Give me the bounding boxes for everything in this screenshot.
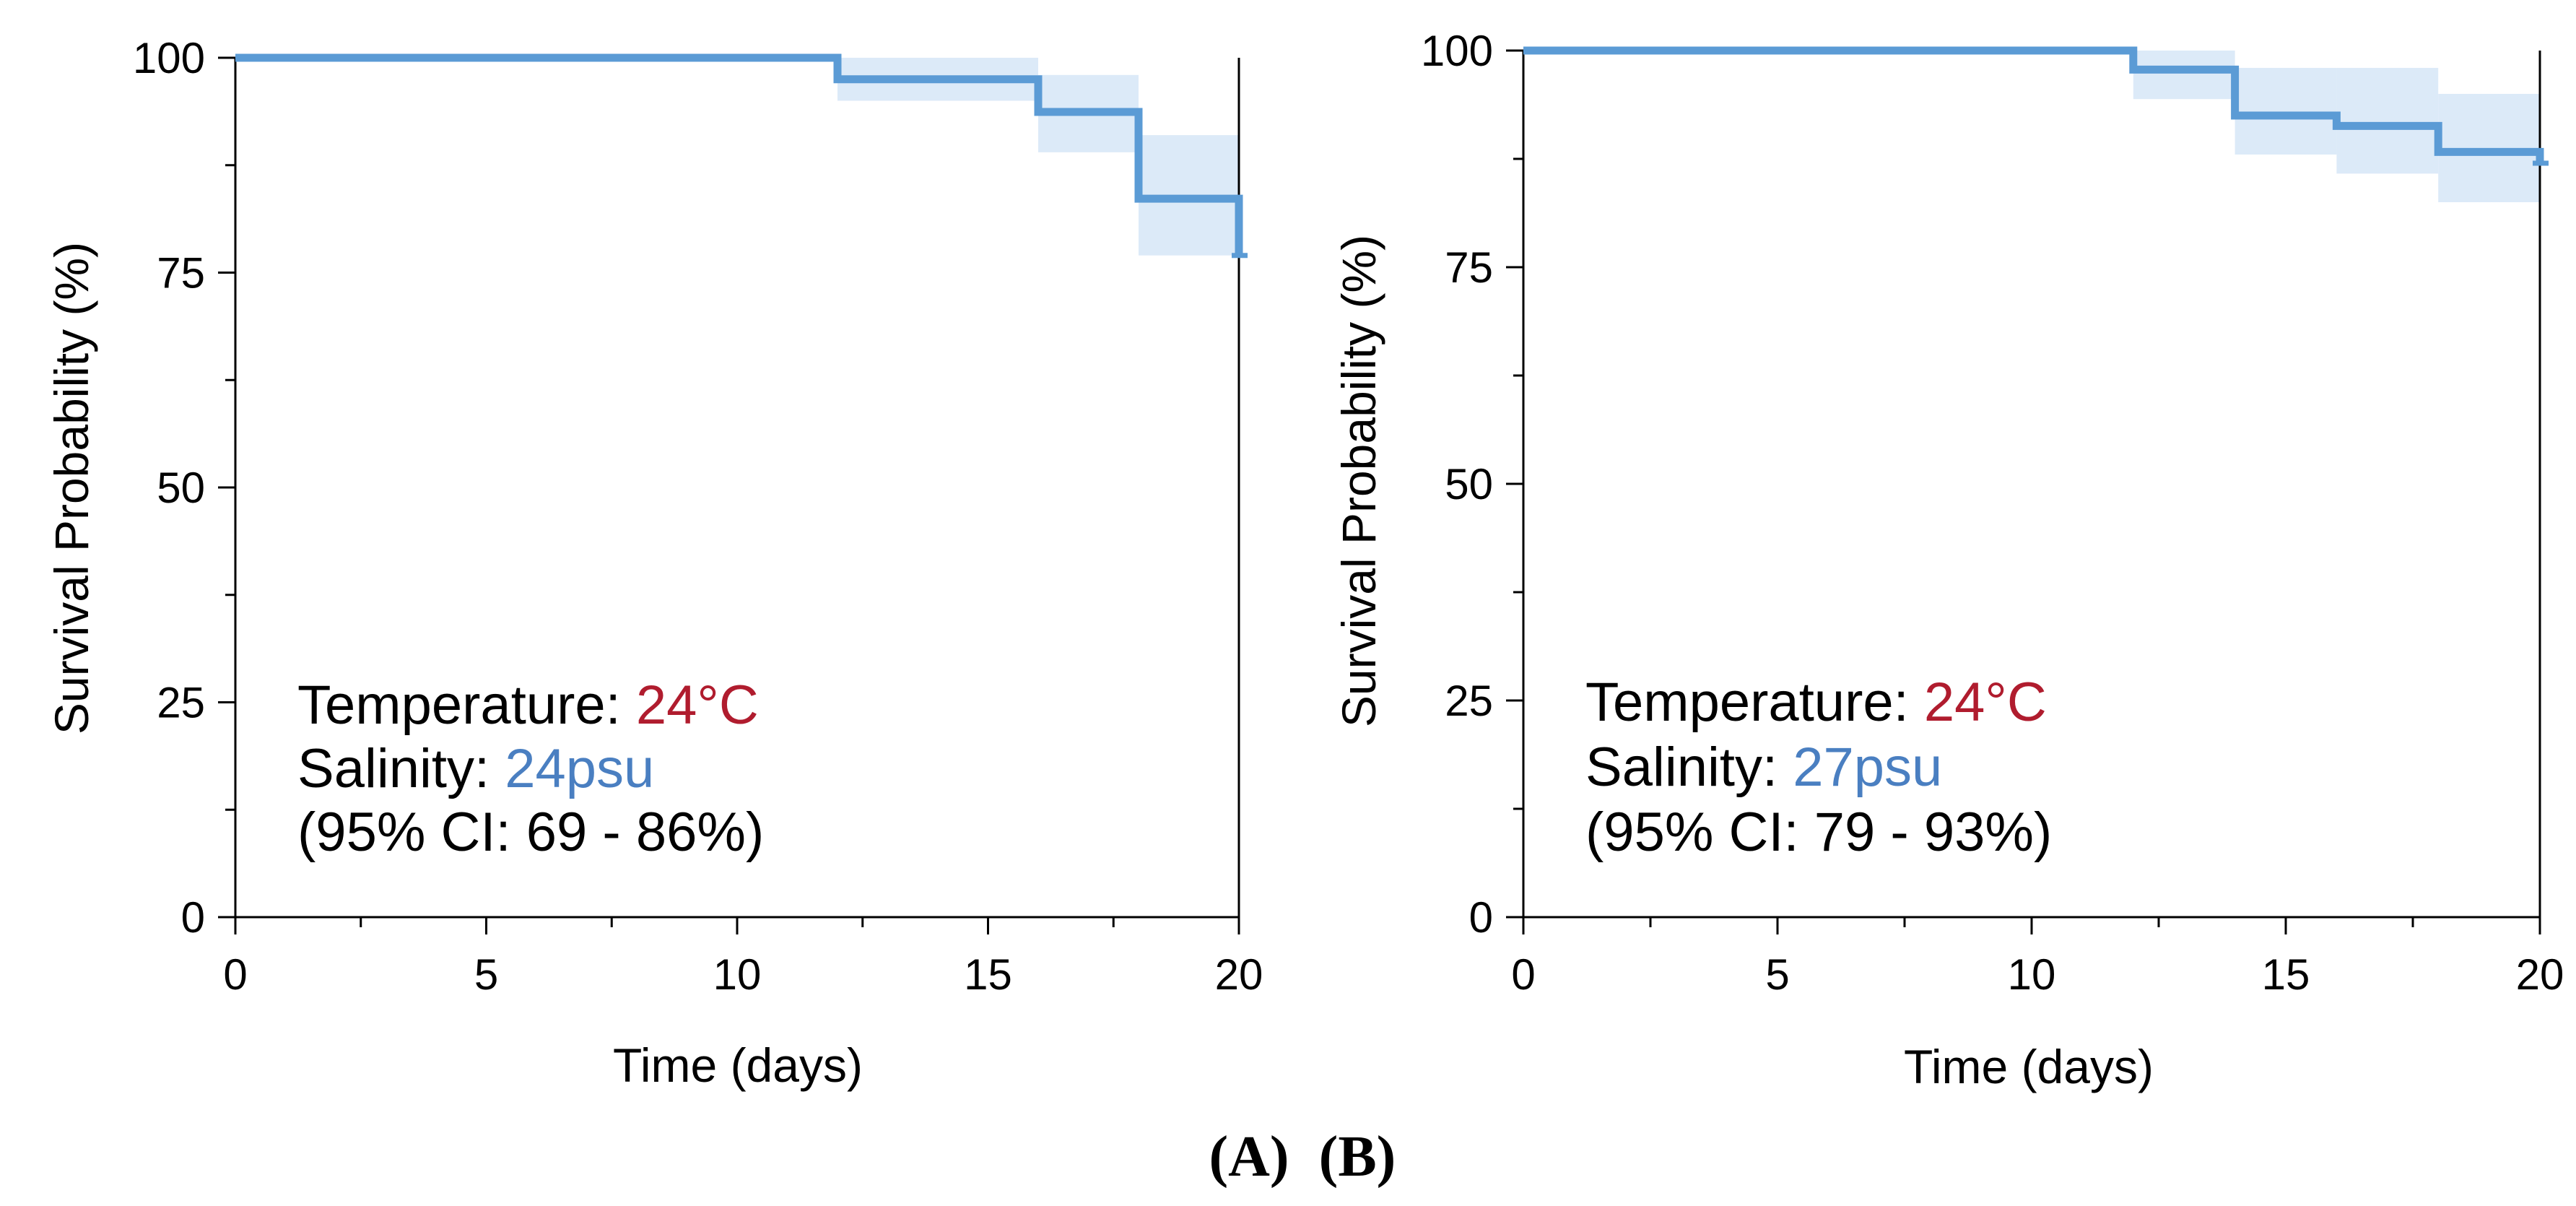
y-tick-label: 100 xyxy=(133,34,205,82)
y-tick-label: 75 xyxy=(157,249,205,298)
figure-caption-b: (B) xyxy=(1319,1125,1396,1189)
annotation-salinity: Salinity: 24psu xyxy=(297,738,654,799)
annotation-ci: (95% CI: 69 - 86%) xyxy=(297,802,764,863)
annotation-ci: (95% CI: 79 - 93%) xyxy=(1585,802,2052,863)
y-tick-label: 0 xyxy=(181,893,205,942)
y-tick-label: 50 xyxy=(1445,460,1493,508)
x-tick-label: 10 xyxy=(2008,950,2056,999)
ci-band-segment xyxy=(2336,68,2439,174)
temperature-value: 24°C xyxy=(636,674,759,736)
annotation-salinity: Salinity: 27psu xyxy=(1585,737,1942,798)
survival-line-group xyxy=(1523,46,2549,166)
x-tick-label: 0 xyxy=(223,950,247,999)
temperature-label: Temperature: xyxy=(297,674,636,736)
axes-group: 0 5 10 15 20 0 25 50 75 100 xyxy=(1421,27,2564,999)
y-tick-label: 50 xyxy=(157,464,205,512)
panel-a-chart: 0 5 10 15 20 0 25 50 75 100 Time (days) Survival … xyxy=(45,34,1263,1092)
x-tick-label: 20 xyxy=(1215,950,1263,999)
survival-step-line xyxy=(235,53,1243,256)
x-axis-title: Time (days) xyxy=(1904,1040,2154,1093)
y-tick-label: 75 xyxy=(1445,243,1493,292)
survival-line-group xyxy=(235,53,1248,259)
x-tick-label: 20 xyxy=(2516,950,2564,999)
x-tick-label: 5 xyxy=(474,950,498,999)
ci-band-segment xyxy=(2133,51,2235,100)
salinity-label: Salinity: xyxy=(1585,737,1793,798)
y-tick-label: 0 xyxy=(1469,893,1493,942)
salinity-value: 24psu xyxy=(505,738,654,799)
x-tick-label: 15 xyxy=(964,950,1012,999)
x-axis-title: Time (days) xyxy=(613,1038,863,1092)
figure-caption-a: (A) xyxy=(1209,1125,1289,1189)
annotation-temperature: Temperature: 24°C xyxy=(297,674,759,736)
salinity-label: Salinity: xyxy=(297,738,505,799)
x-tick-label: 0 xyxy=(1511,950,1535,999)
annotation-temperature: Temperature: 24°C xyxy=(1585,672,2047,733)
y-axis-title: Survival Probability (%) xyxy=(45,242,98,734)
x-tick-label: 15 xyxy=(2262,950,2310,999)
axes-group: 0 5 10 15 20 0 25 50 75 100 xyxy=(133,34,1263,999)
panel-b-chart: 0 5 10 15 20 0 25 50 75 100 Time (days) Survival … xyxy=(1332,27,2564,1093)
x-tick-label: 5 xyxy=(1765,950,1789,999)
y-tick-label: 25 xyxy=(1445,677,1493,725)
ci-band-segment xyxy=(2235,68,2337,155)
survival-step-line xyxy=(1523,46,2544,163)
temperature-label: Temperature: xyxy=(1585,672,1924,733)
x-tick-label: 10 xyxy=(713,950,762,999)
y-axis-title: Survival Probability (%) xyxy=(1332,235,1385,727)
salinity-value: 27psu xyxy=(1793,737,1942,798)
y-tick-label: 100 xyxy=(1421,27,1493,75)
temperature-value: 24°C xyxy=(1924,672,2047,733)
y-tick-label: 25 xyxy=(157,679,205,727)
